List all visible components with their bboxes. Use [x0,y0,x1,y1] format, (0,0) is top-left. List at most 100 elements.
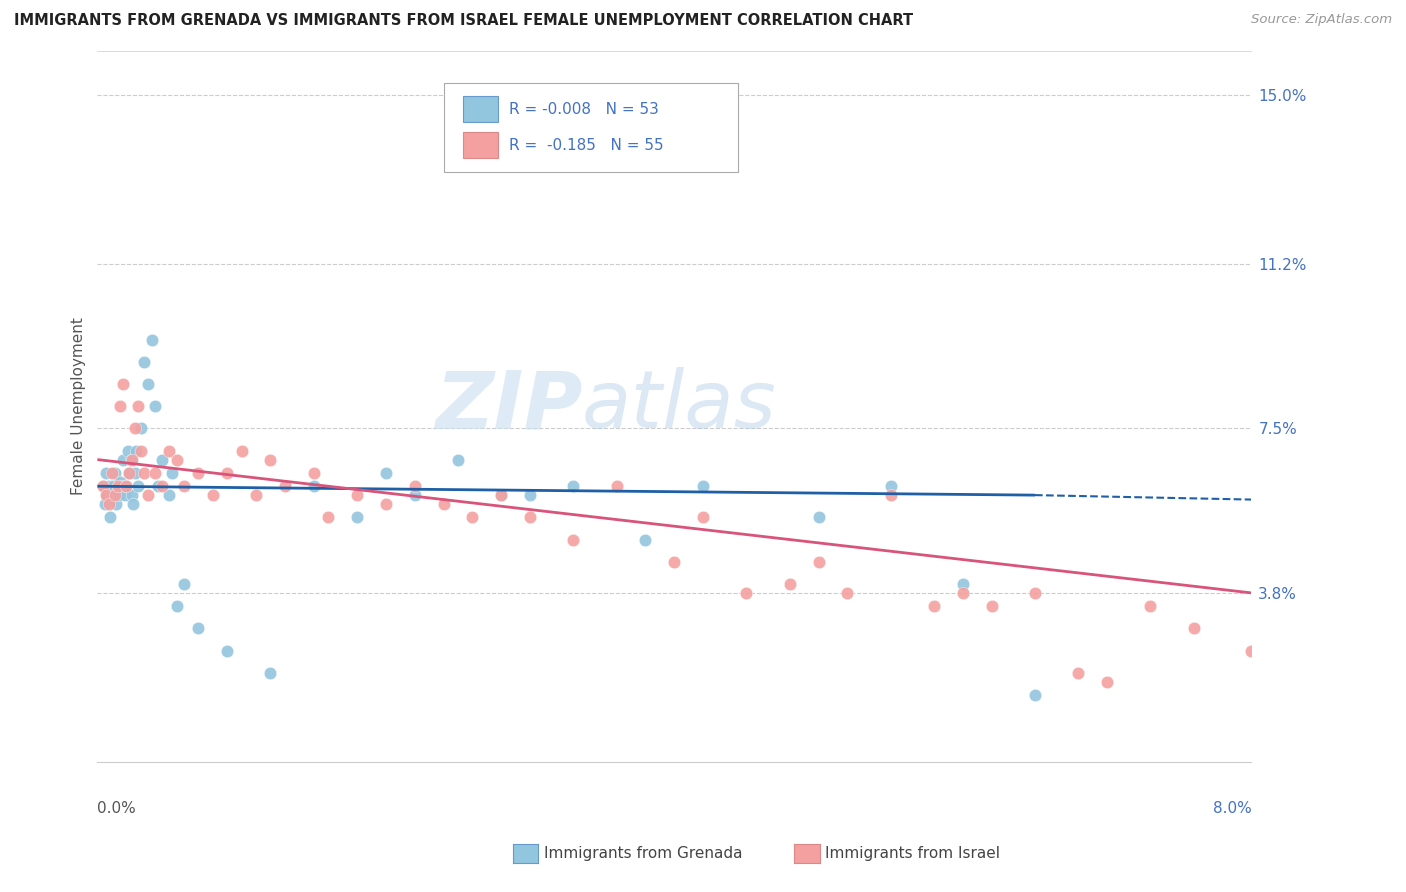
Point [1067,665,1090,680]
Point [231,443,253,458]
Point [112,452,135,467]
Point [115,479,138,493]
Point [346,510,368,524]
Point [97,497,120,511]
Point [150,452,173,467]
Point [141,333,163,347]
Point [112,377,135,392]
Point [124,466,146,480]
Text: 0.0%: 0.0% [97,801,136,816]
Point [807,555,830,569]
Point [143,466,166,480]
Point [779,577,801,591]
Point [96,488,118,502]
Point [104,466,127,480]
Point [118,466,141,480]
Point [519,488,541,502]
Point [122,497,145,511]
Point [606,479,628,493]
Point [162,466,184,480]
Text: R = -0.008   N = 53: R = -0.008 N = 53 [509,102,659,117]
Point [302,466,325,480]
Point [374,466,396,480]
Point [98,510,121,524]
Point [107,479,129,493]
Point [94,466,117,480]
Point [103,479,125,493]
Point [952,577,974,591]
Point [124,421,146,435]
Point [1240,643,1263,657]
Point [374,497,396,511]
Point [519,510,541,524]
Point [880,479,903,493]
Point [404,488,426,502]
Point [166,452,188,467]
Point [173,577,195,591]
Point [692,510,714,524]
Point [110,475,132,489]
Bar [463,96,498,122]
Point [1139,599,1161,614]
Y-axis label: Female Unemployment: Female Unemployment [72,318,86,495]
Point [187,622,209,636]
Text: ZIP: ZIP [434,368,582,445]
Point [127,479,149,493]
Point [880,488,903,502]
Text: Source: ZipAtlas.com: Source: ZipAtlas.com [1251,13,1392,27]
FancyBboxPatch shape [443,83,738,171]
Point [461,510,484,524]
Point [94,488,117,502]
Point [100,488,122,502]
Point [115,479,138,493]
Text: IMMIGRANTS FROM GRENADA VS IMMIGRANTS FROM ISRAEL FEMALE UNEMPLOYMENT CORRELATIO: IMMIGRANTS FROM GRENADA VS IMMIGRANTS FR… [14,13,912,29]
Point [187,466,209,480]
Point [952,586,974,600]
Point [100,466,122,480]
Point [837,586,859,600]
Point [159,443,181,458]
Point [259,665,281,680]
Point [127,399,149,413]
Point [159,488,181,502]
Point [104,488,127,502]
Point [447,452,470,467]
Point [107,479,129,493]
Point [922,599,945,614]
Point [217,466,239,480]
Text: Immigrants from Israel: Immigrants from Israel [825,847,1000,861]
Point [114,488,136,502]
Bar [463,132,498,158]
Point [166,599,188,614]
Point [302,479,325,493]
Text: R =  -0.185   N = 55: R = -0.185 N = 55 [509,137,664,153]
Point [150,479,173,493]
Point [432,497,454,511]
Point [120,452,142,467]
Point [173,479,195,493]
Point [1024,586,1046,600]
Point [121,452,143,467]
Text: atlas: atlas [582,368,776,445]
Point [735,586,758,600]
Point [316,510,339,524]
Point [132,355,155,369]
Point [259,452,281,467]
Point [91,479,114,493]
Point [97,479,120,493]
Point [217,643,239,657]
Point [121,488,143,502]
Point [807,510,830,524]
Point [129,443,152,458]
Point [980,599,1002,614]
Point [346,488,368,502]
Point [1095,674,1118,689]
Point [136,377,159,392]
Point [125,443,148,458]
Point [491,488,513,502]
Point [129,421,152,435]
Point [274,479,297,493]
Point [132,466,155,480]
Point [91,479,114,493]
Point [105,497,128,511]
